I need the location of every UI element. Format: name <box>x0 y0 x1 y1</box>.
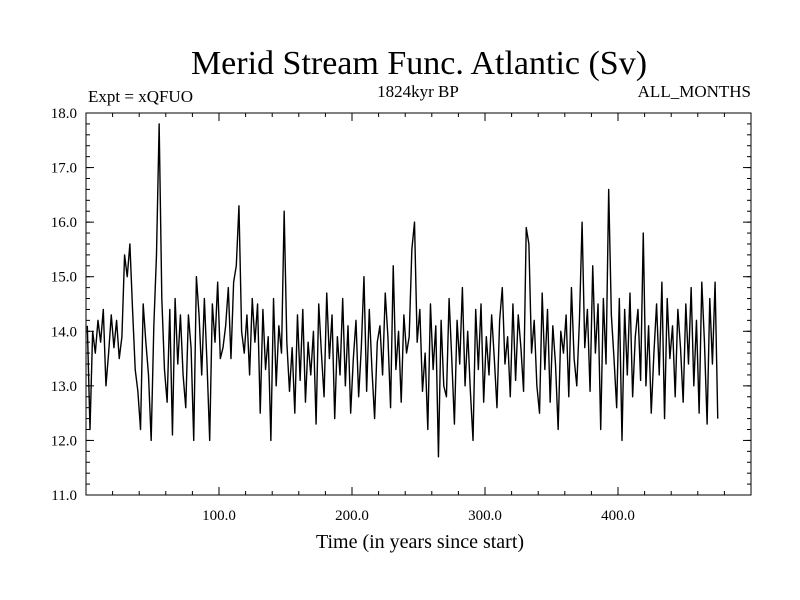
experiment-label: Expt = xQFUO <box>88 87 193 106</box>
series-line <box>86 123 719 458</box>
y-tick-label: 16.0 <box>51 215 77 231</box>
period-label: 1824kyr BP <box>377 82 459 101</box>
y-tick-label: 13.0 <box>51 379 77 395</box>
y-tick-label: 15.0 <box>51 270 77 286</box>
plot-frame <box>85 112 752 496</box>
y-tick-label: 14.0 <box>51 324 77 340</box>
y-tick-label: 18.0 <box>51 106 77 122</box>
chart-title: Merid Stream Func. Atlantic (Sv) <box>191 45 647 82</box>
x-tick-label: 200.0 <box>335 508 369 524</box>
x-tick-label: 400.0 <box>601 508 635 524</box>
x-axis-label: Time (in years since start) <box>316 531 524 553</box>
y-tick-label: 17.0 <box>51 161 77 177</box>
x-tick-label: 100.0 <box>202 508 236 524</box>
y-tick-label: 11.0 <box>51 488 77 504</box>
axis-ticks <box>85 112 752 496</box>
y-tick-label: 12.0 <box>51 433 77 449</box>
axis-tick-labels: 11.0 12.0 13.0 14.0 15.0 16.0 17.0 18.0 100.0 200… <box>51 106 635 524</box>
x-tick-label: 300.0 <box>468 508 502 524</box>
months-label: ALL_MONTHS <box>638 82 751 101</box>
